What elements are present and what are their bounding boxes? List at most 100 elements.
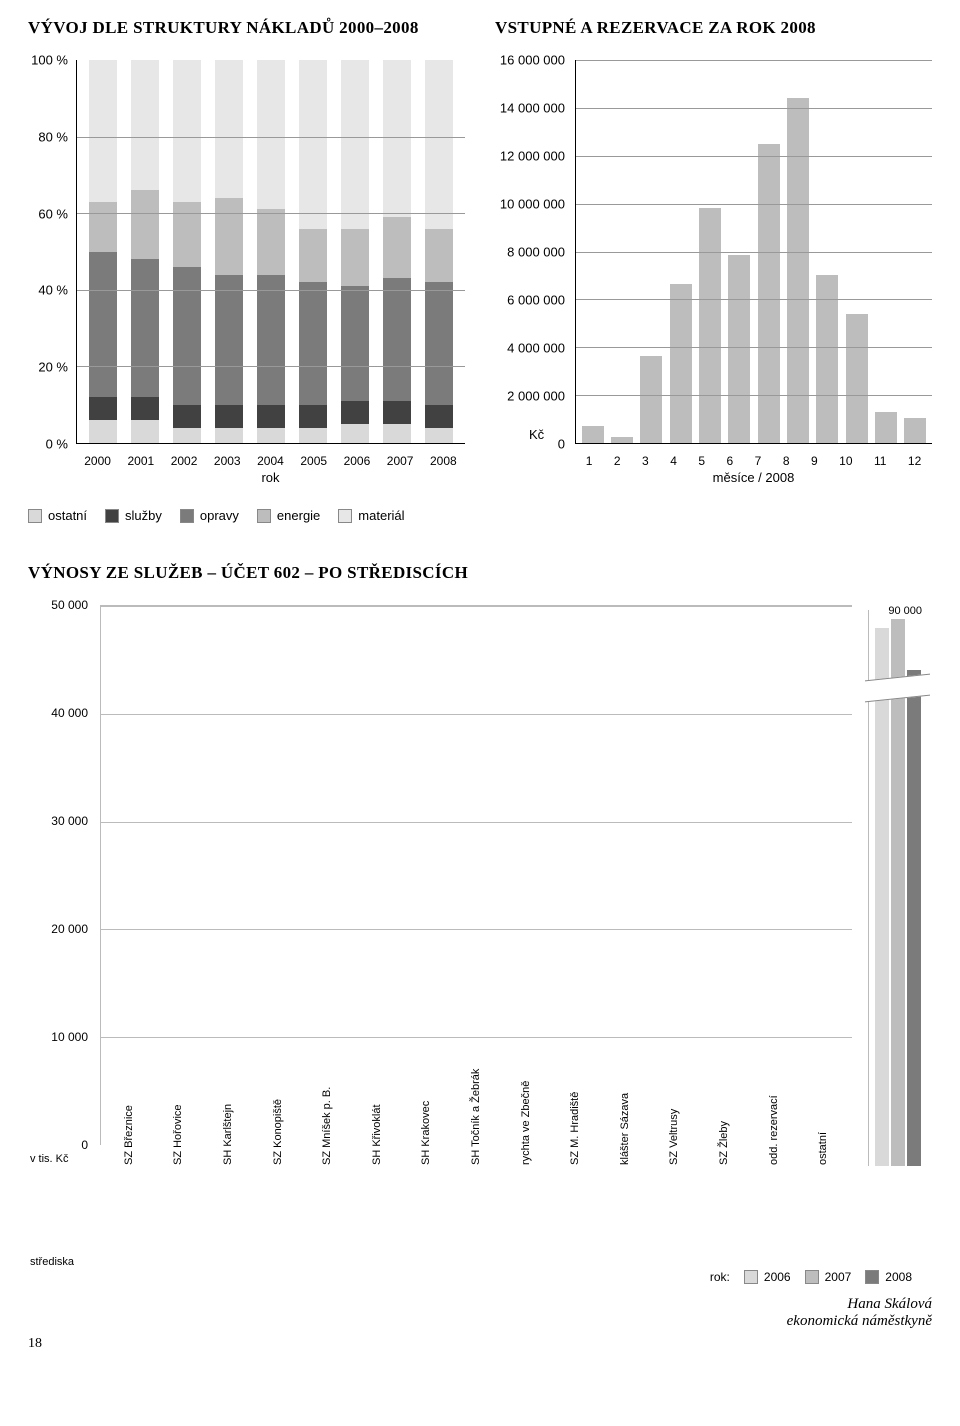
stacked-bar [341, 60, 369, 443]
chart1-xtick: 2000 [84, 454, 111, 468]
chart2-xtick: 3 [642, 454, 649, 468]
chart1-xtick: 2008 [430, 454, 457, 468]
legend-prefix: rok: [710, 1270, 730, 1284]
chart-vynosy-sluzeb: VÝNOSY ZE SLUŽEB – ÚČET 602 – PO STŘEDIS… [28, 563, 932, 1284]
signature-name: Hana Skálová [847, 1296, 932, 1312]
chart2-xtick: 1 [586, 454, 593, 468]
chart2-ytick: 16 000 000 [500, 53, 565, 68]
stacked-bar [215, 60, 243, 443]
legend-item: 2007 [805, 1270, 852, 1284]
chart3-xtick: SH Křivoklát [371, 1153, 383, 1165]
legend-item: ostatní [28, 508, 87, 523]
chart3-ytick: 20 000 [51, 922, 88, 936]
stacked-bar [425, 60, 453, 443]
chart1-title: VÝVOJ DLE STRUKTURY NÁKLADŮ 2000–2008 [28, 18, 465, 38]
chart3-ytick: 30 000 [51, 814, 88, 828]
stacked-bar [383, 60, 411, 443]
chart3-ytick: 0 [81, 1138, 88, 1152]
chart3-xtick: SZ Hořovice [172, 1153, 184, 1165]
signature-block: Hana Skálová ekonomická náměstkyně [28, 1296, 932, 1330]
stacked-bar [257, 60, 285, 443]
chart-struktury-nakladu: VÝVOJ DLE STRUKTURY NÁKLADŮ 2000–2008 0 … [28, 18, 465, 523]
chart3-ytick: 40 000 [51, 706, 88, 720]
chart3-xtick: SH Točník a Žebrák [470, 1153, 482, 1165]
page-number: 18 [28, 1336, 932, 1352]
legend-item: opravy [180, 508, 239, 523]
chart3-legend: rok: 2006 2007 2008 [28, 1270, 932, 1284]
chart2-ytick: 12 000 000 [500, 149, 565, 164]
chart2-title: VSTUPNÉ A REZERVACE ZA ROK 2008 [495, 18, 932, 38]
bar [728, 255, 750, 443]
chart2-xtick: 8 [783, 454, 790, 468]
chart3-xtick: klášter Sázava [619, 1153, 631, 1165]
chart1-ytick: 80 % [38, 129, 68, 144]
bar [816, 275, 838, 443]
chart1-ytick: 100 % [31, 53, 68, 68]
legend-item: energie [257, 508, 320, 523]
chart1-ytick: 60 % [38, 206, 68, 221]
legend-item: materiál [338, 508, 404, 523]
chart3-xtick: SZ Březnice [123, 1153, 135, 1165]
chart3-xgrouplabel: střediska [30, 1256, 74, 1268]
bar [787, 98, 809, 443]
chart2-xlabel: měsíce / 2008 [575, 470, 932, 485]
chart1-xtick: 2001 [127, 454, 154, 468]
chart3-xtick: odd. rezervací [768, 1153, 780, 1165]
bar [670, 284, 692, 443]
chart2-xtick: 10 [839, 454, 852, 468]
chart2-xtick: 9 [811, 454, 818, 468]
chart3-xtick: SH Krakovec [420, 1153, 432, 1165]
chart3-xtick: SZ Veltrusy [668, 1153, 680, 1165]
chart2-xtick: 5 [698, 454, 705, 468]
chart2-xtick: 7 [755, 454, 762, 468]
bar [758, 144, 780, 443]
stacked-bar [299, 60, 327, 443]
chart1-xtick: 2002 [171, 454, 198, 468]
bar [611, 437, 633, 443]
signature-role: ekonomická náměstkyně [787, 1313, 932, 1329]
bar [875, 412, 897, 443]
bar [582, 426, 604, 443]
chart3-ytick: 50 000 [51, 598, 88, 612]
chart2-ytick: 2 000 000 [507, 389, 565, 404]
chart1-xtick: 2004 [257, 454, 284, 468]
chart2-xtick: 4 [670, 454, 677, 468]
bar [640, 356, 662, 443]
chart1-xtick: 2007 [387, 454, 414, 468]
chart3-xtick: ostatní [817, 1153, 829, 1165]
chart1-ytick: 20 % [38, 360, 68, 375]
chart1-ytick: 0 % [46, 437, 68, 452]
chart2-ytick: 6 000 000 [507, 293, 565, 308]
chart2-ytick: 14 000 000 [500, 101, 565, 116]
chart1-xtick: 2005 [300, 454, 327, 468]
chart3-yunit: v tis. Kč [30, 1153, 69, 1165]
chart1-xtick: 2006 [344, 454, 371, 468]
chart2-xtick: 2 [614, 454, 621, 468]
chart1-ytick: 40 % [38, 283, 68, 298]
legend-item: služby [105, 508, 162, 523]
legend-item: 2006 [744, 1270, 791, 1284]
chart2-ytick: 8 000 000 [507, 245, 565, 260]
chart2-xtick: 6 [727, 454, 734, 468]
chart2-ytick: 0 [558, 437, 565, 452]
chart3-xtick: SZ Mníšek p. B. [321, 1153, 333, 1165]
bar [904, 418, 926, 443]
legend-item: 2008 [865, 1270, 912, 1284]
chart1-legend: ostatní služby opravy energie materiál [28, 508, 465, 523]
chart3-ytick: 10 000 [51, 1030, 88, 1044]
chart-vstupne-rezervace: VSTUPNÉ A REZERVACE ZA ROK 2008 0 2 000 0… [495, 18, 932, 523]
chart2-xtick: 11 [874, 454, 886, 468]
chart3-xtick: SZ M. Hradiště [569, 1153, 581, 1165]
chart3-xtick: SZ Konopiště [272, 1153, 284, 1165]
chart2-yunit: Kč [529, 427, 544, 442]
chart3-xtick: SH Karlštejn [222, 1153, 234, 1165]
chart1-xlabel: rok [76, 470, 465, 485]
chart2-xtick: 12 [908, 454, 921, 468]
stacked-bar [89, 60, 117, 443]
stacked-bar [173, 60, 201, 443]
chart2-ytick: 4 000 000 [507, 341, 565, 356]
stacked-bar [131, 60, 159, 443]
bar [846, 314, 868, 443]
chart3-xtick: rychta ve Zbečně [520, 1153, 532, 1165]
bar [699, 208, 721, 443]
